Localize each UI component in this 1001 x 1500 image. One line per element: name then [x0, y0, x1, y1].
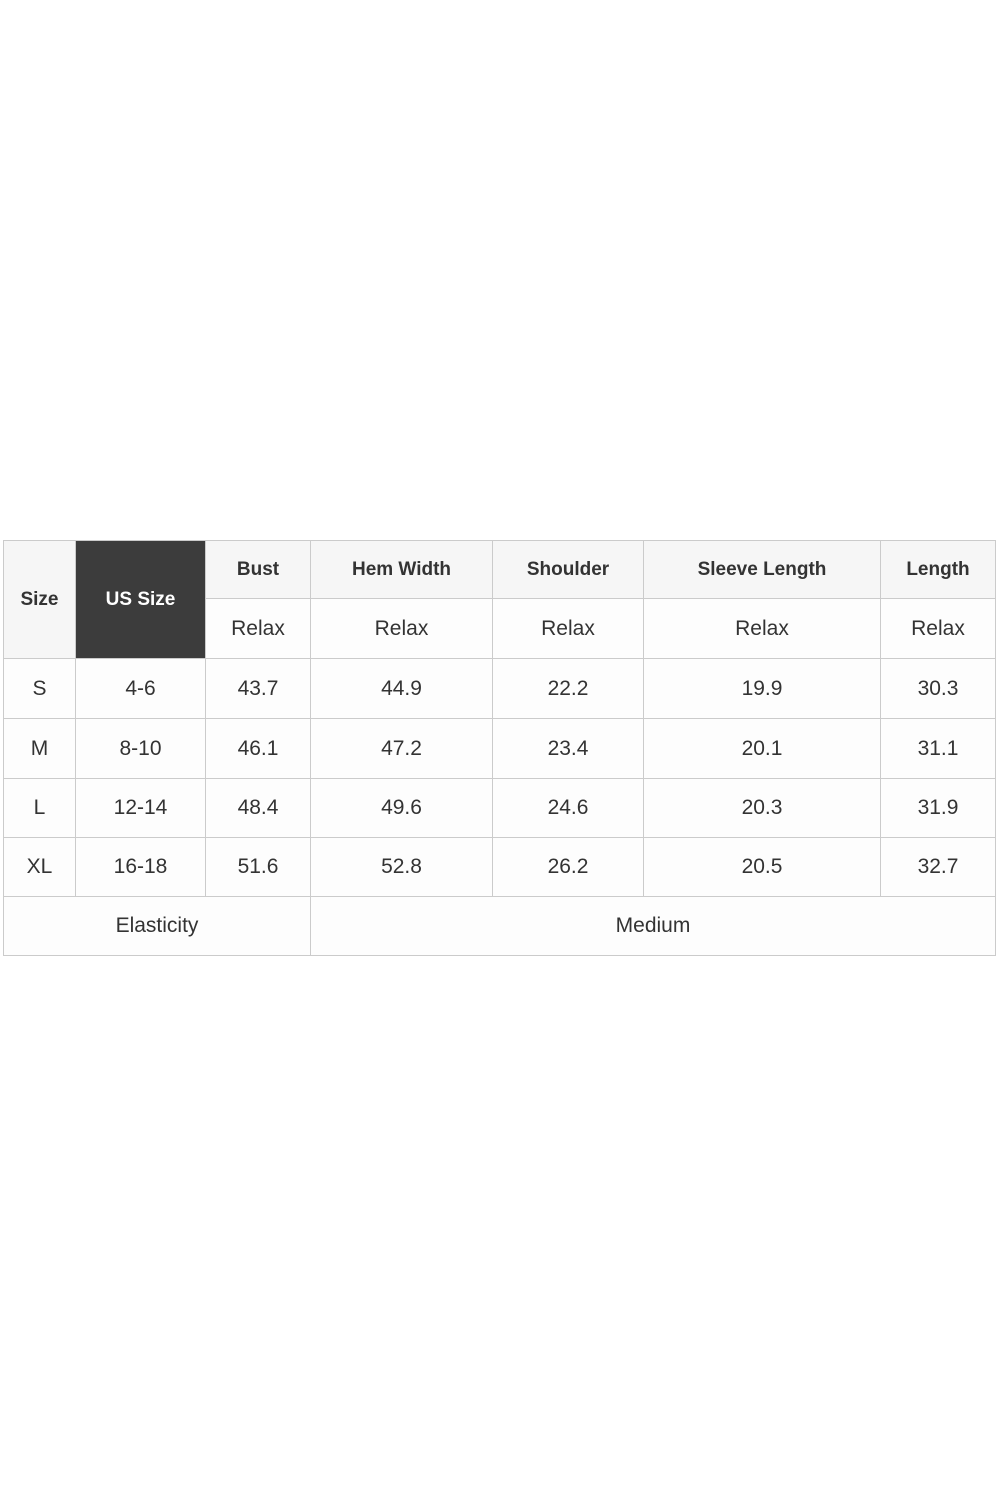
us-size-cell: 8-10	[75, 718, 206, 779]
us-size-cell: 16-18	[75, 837, 206, 897]
subheader-sleeve-length-relax: Relax	[643, 598, 881, 659]
size-cell: XL	[3, 837, 76, 897]
size-cell: M	[3, 718, 76, 779]
subheader-row: Relax Relax Relax Relax Relax	[4, 598, 996, 659]
subheader-hem-width-relax: Relax	[310, 598, 493, 659]
hem-width-cell: 44.9	[310, 658, 493, 719]
sleeve-length-cell: 20.3	[643, 778, 881, 838]
hem-width-cell: 52.8	[310, 837, 493, 897]
header-shoulder: Shoulder	[492, 540, 644, 599]
us-size-cell: 12-14	[75, 778, 206, 838]
length-cell: 30.3	[880, 658, 996, 719]
hem-width-cell: 47.2	[310, 718, 493, 779]
table-row-xl: XL 16-18 51.6 52.8 26.2 20.5 32.7	[3, 837, 996, 897]
length-cell: 31.1	[880, 718, 996, 779]
shoulder-cell: 23.4	[492, 718, 644, 779]
header-size: Size	[3, 540, 76, 659]
shoulder-cell: 22.2	[492, 658, 644, 719]
header-us-size: US Size	[75, 540, 206, 659]
sleeve-length-cell: 20.1	[643, 718, 881, 779]
sleeve-length-cell: 20.5	[643, 837, 881, 897]
size-chart-table: Size US Size Bust Hem Width Shoulder Sle…	[3, 540, 996, 956]
hem-width-cell: 49.6	[310, 778, 493, 838]
header-length: Length	[880, 540, 996, 599]
subheader-length-relax: Relax	[880, 598, 996, 659]
length-cell: 32.7	[880, 837, 996, 897]
header-bust: Bust	[205, 540, 311, 599]
size-cell: S	[3, 658, 76, 719]
table-row-l: L 12-14 48.4 49.6 24.6 20.3 31.9	[3, 778, 996, 838]
subheader-shoulder-relax: Relax	[492, 598, 644, 659]
subheader-bust-relax: Relax	[205, 598, 311, 659]
bust-cell: 48.4	[205, 778, 311, 838]
length-cell: 31.9	[880, 778, 996, 838]
size-cell: L	[3, 778, 76, 838]
elasticity-row: Elasticity Medium	[3, 896, 996, 956]
bust-cell: 46.1	[205, 718, 311, 779]
header-row: Size US Size Bust Hem Width Shoulder Sle…	[3, 540, 996, 659]
table-row-m: M 8-10 46.1 47.2 23.4 20.1 31.1	[3, 718, 996, 779]
bust-cell: 43.7	[205, 658, 311, 719]
us-size-cell: 4-6	[75, 658, 206, 719]
sleeve-length-cell: 19.9	[643, 658, 881, 719]
shoulder-cell: 24.6	[492, 778, 644, 838]
shoulder-cell: 26.2	[492, 837, 644, 897]
elasticity-label: Elasticity	[3, 896, 311, 956]
header-sleeve-length: Sleeve Length	[643, 540, 881, 599]
elasticity-value: Medium	[310, 896, 996, 956]
table-row-s: S 4-6 43.7 44.9 22.2 19.9 30.3	[3, 658, 996, 719]
header-hem-width: Hem Width	[310, 540, 493, 599]
bust-cell: 51.6	[205, 837, 311, 897]
